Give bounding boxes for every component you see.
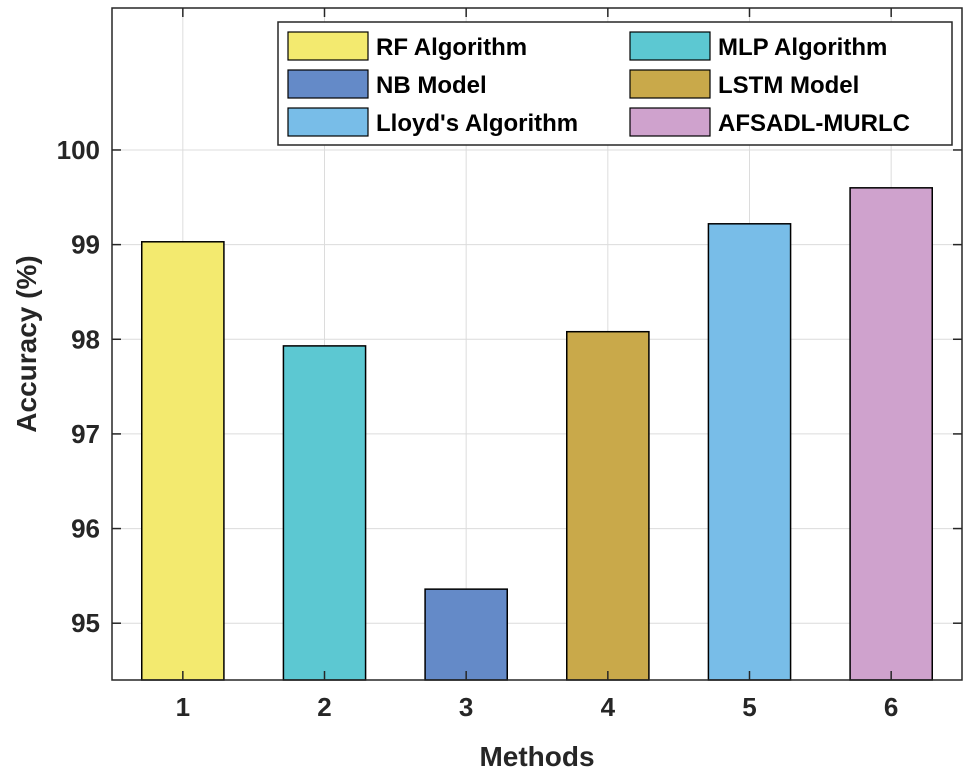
legend-entry-label: Lloyd's Algorithm bbox=[376, 110, 578, 137]
legend-swatch bbox=[629, 107, 711, 137]
legend-entry-label: LSTM Model bbox=[718, 72, 859, 99]
x-tick-label: 3 bbox=[459, 692, 473, 722]
y-tick-label: 100 bbox=[57, 135, 100, 165]
legend-swatch bbox=[287, 107, 369, 137]
x-tick-label: 4 bbox=[601, 692, 616, 722]
bar-2 bbox=[282, 345, 367, 681]
bar-3 bbox=[424, 588, 509, 681]
y-tick-label: 98 bbox=[71, 324, 100, 354]
y-tick-label: 99 bbox=[71, 230, 100, 260]
bar-5 bbox=[707, 223, 792, 681]
legend-swatch bbox=[629, 69, 711, 99]
y-tick-label: 97 bbox=[71, 419, 100, 449]
y-tick-label: 96 bbox=[71, 514, 100, 544]
x-tick-label: 2 bbox=[317, 692, 331, 722]
bar-6 bbox=[849, 187, 933, 681]
x-tick-label: 5 bbox=[742, 692, 756, 722]
legend-entry-label: MLP Algorithm bbox=[718, 34, 887, 61]
legend-entry-label: RF Algorithm bbox=[376, 34, 527, 61]
y-axis-ticks: 95 96 97 98 99 100 bbox=[57, 135, 962, 638]
legend-swatch bbox=[287, 31, 369, 61]
x-axis-title: Methods bbox=[479, 741, 594, 772]
x-axis-ticks: 1 2 3 4 5 6 bbox=[176, 8, 898, 722]
legend-swatch bbox=[287, 69, 369, 99]
y-tick-label: 95 bbox=[71, 608, 100, 638]
plot-area-frame bbox=[111, 7, 963, 681]
legend-entry-label: AFSADL-MURLC bbox=[718, 110, 910, 137]
legend: RF Algorithm MLP Algorithm NB Model LSTM Mo… bbox=[277, 21, 953, 146]
x-tick-label: 1 bbox=[176, 692, 190, 722]
y-axis-title: Accuracy (%) bbox=[11, 255, 42, 432]
legend-box bbox=[277, 21, 953, 146]
bar-1 bbox=[141, 241, 225, 681]
x-tick-label: 6 bbox=[884, 692, 898, 722]
bar-4 bbox=[566, 330, 650, 681]
legend-entry-label: NB Model bbox=[376, 72, 487, 99]
legend-swatch bbox=[629, 31, 711, 61]
bars bbox=[141, 187, 933, 681]
